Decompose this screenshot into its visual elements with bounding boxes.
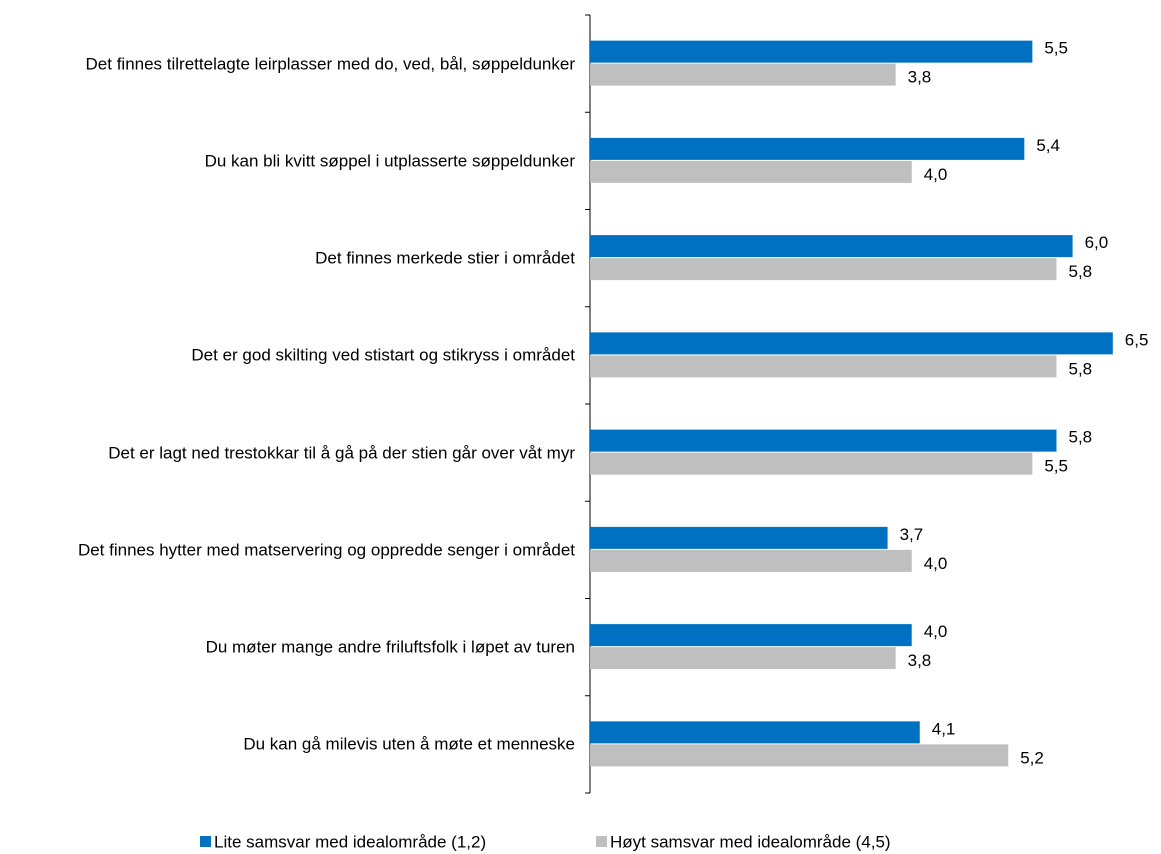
bar: [590, 721, 920, 744]
bar: [590, 332, 1113, 355]
category-label: Det finnes tilrettelagte leirplasser med…: [85, 54, 575, 74]
value-label: 4,0: [924, 554, 948, 573]
bar: [590, 63, 896, 86]
bar: [590, 624, 912, 647]
value-label: 3,7: [900, 525, 924, 544]
legend-label: Høyt samsvar med idealområde (4,5): [610, 832, 891, 851]
bar: [590, 452, 1033, 475]
category-label: Du møter mange andre friluftsfolk i løpe…: [205, 637, 575, 657]
bar: [590, 137, 1025, 160]
value-label: 3,8: [908, 68, 932, 87]
value-label: 5,2: [1020, 748, 1044, 767]
bar: [590, 160, 912, 183]
category-label: Du kan gå milevis uten å møte et mennesk…: [243, 734, 575, 754]
category-label: Det finnes merkede stier i området: [315, 248, 575, 268]
legend-label: Lite samsvar med idealområde (1,2): [214, 832, 486, 851]
bar: [590, 526, 888, 549]
bar: [590, 549, 912, 572]
legend-swatch: [200, 836, 211, 847]
bar: [590, 647, 896, 670]
bar: [590, 744, 1009, 767]
value-label: 5,8: [1068, 262, 1092, 281]
category-label: Du kan bli kvitt søppel i utplasserte sø…: [204, 151, 575, 171]
value-label: 5,4: [1036, 136, 1060, 155]
bar: [590, 355, 1057, 378]
category-label: Det er god skilting ved stistart og stik…: [191, 345, 575, 365]
bar: [590, 429, 1057, 452]
value-label: 5,8: [1068, 428, 1092, 447]
category-label: Det er lagt ned trestokkar til å gå på d…: [108, 443, 575, 463]
value-label: 4,0: [924, 622, 948, 641]
value-label: 3,8: [908, 651, 932, 670]
value-label: 6,5: [1125, 330, 1149, 349]
bar: [590, 258, 1057, 281]
category-label: Det finnes hytter med matservering og op…: [77, 540, 575, 560]
value-label: 4,1: [932, 719, 956, 738]
legend-swatch: [596, 836, 607, 847]
value-label: 4,0: [924, 165, 948, 184]
bar: [590, 40, 1033, 63]
value-label: 5,5: [1044, 457, 1068, 476]
bar: [590, 235, 1073, 258]
value-label: 5,8: [1068, 359, 1092, 378]
value-label: 6,0: [1085, 233, 1109, 252]
value-label: 5,5: [1044, 39, 1068, 58]
